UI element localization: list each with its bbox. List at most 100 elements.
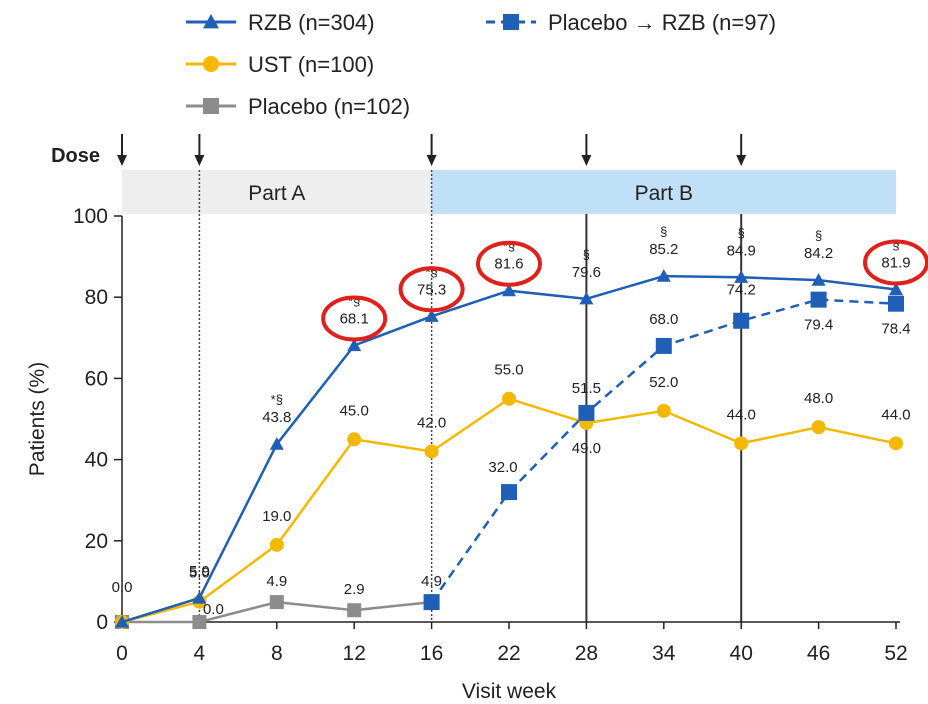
data-point-ust-n-100 bbox=[889, 436, 903, 451]
significance-mark: § bbox=[815, 228, 822, 243]
data-label: 32.0 bbox=[488, 459, 517, 476]
data-label: 81.6 bbox=[494, 256, 523, 273]
data-label: 48.0 bbox=[804, 390, 833, 407]
data-label: 5.0 bbox=[189, 565, 210, 582]
data-point-placebo-rzb-n-97 bbox=[888, 295, 904, 312]
data-label: 85.2 bbox=[649, 241, 678, 258]
data-label: 4.9 bbox=[421, 573, 442, 590]
x-tick-label: 4 bbox=[194, 642, 206, 665]
data-label: 42.0 bbox=[417, 414, 446, 431]
highlight-circle bbox=[863, 239, 928, 286]
data-label: 2.9 bbox=[344, 581, 365, 598]
axes: 0 20 40 60 80 100 0 4 8 12 16 22 28 34 40 46 52 Visit wee… bbox=[26, 205, 908, 703]
data-label: 79.6 bbox=[572, 264, 601, 281]
part-bands: Part A Part B bbox=[122, 170, 896, 214]
data-label: 84.2 bbox=[804, 245, 833, 262]
significance-mark: § bbox=[583, 247, 590, 262]
data-point-placebo-rzb-n-97 bbox=[810, 291, 827, 308]
x-tick-label: 34 bbox=[652, 642, 676, 665]
data-label: 4.9 bbox=[266, 573, 287, 590]
legend-label: Placebo (n=102) bbox=[248, 94, 410, 119]
legend: RZB (n=304) Placebo → RZB (n=97) UST (n=10… bbox=[186, 10, 776, 119]
data-point-rzb-n-304 bbox=[115, 615, 129, 628]
y-tick-label: 20 bbox=[85, 530, 108, 553]
data-point-ust-n-100 bbox=[502, 391, 516, 406]
highlight-circle bbox=[476, 240, 542, 287]
data-point-placebo-rzb-n-97 bbox=[733, 312, 750, 329]
significance-mark: *§ bbox=[271, 392, 283, 407]
data-point-ust-n-100 bbox=[656, 403, 671, 418]
data-point-ust-n-100 bbox=[424, 444, 439, 459]
data-point-rzb-n-304 bbox=[889, 282, 903, 296]
data-point-placebo-n-102 bbox=[269, 595, 284, 610]
dose-title: Dose bbox=[51, 145, 100, 167]
dose-markers: Dose bbox=[51, 134, 747, 167]
data-point-placebo-rzb-n-97 bbox=[655, 337, 672, 354]
x-tick-label: 46 bbox=[807, 642, 830, 665]
y-tick-label: 60 bbox=[85, 367, 108, 390]
data-label: 75.3 bbox=[417, 281, 446, 298]
data-point-rzb-n-304 bbox=[347, 338, 362, 352]
x-axis-title: Visit week bbox=[462, 680, 557, 703]
y-tick-label: 40 bbox=[85, 449, 108, 472]
data-point-rzb-n-304 bbox=[811, 273, 826, 286]
legend-marker bbox=[503, 14, 519, 30]
part-label-2: Part B bbox=[635, 182, 693, 205]
highlight-circles bbox=[321, 239, 928, 342]
dose-arrow-head bbox=[426, 155, 437, 166]
data-label: 44.0 bbox=[881, 406, 910, 423]
y-tick-label: 0 bbox=[96, 611, 108, 634]
data-point-rzb-n-304 bbox=[734, 270, 749, 283]
data-label: 0.0 bbox=[112, 579, 133, 596]
x-tick-label: 52 bbox=[884, 642, 907, 665]
data-point-ust-n-100 bbox=[734, 436, 749, 451]
data-point-placebo-rzb-n-97 bbox=[423, 594, 440, 611]
data-point-ust-n-100 bbox=[811, 420, 826, 435]
x-tick-label: 28 bbox=[575, 642, 598, 665]
series-line-rzb-n-304 bbox=[121, 274, 897, 624]
part-band-2 bbox=[431, 170, 896, 214]
legend-label: Placebo → RZB (n=97) bbox=[548, 10, 776, 35]
significance-mark: § bbox=[660, 224, 667, 239]
data-labels: 0.05.943.8*§68.1*§75.3*§ 81.6*§79.6§ 85.2§… bbox=[112, 224, 911, 618]
x-tick-label: 22 bbox=[497, 642, 520, 665]
data-label: 43.8 bbox=[262, 409, 291, 426]
data-point-placebo-n-102 bbox=[347, 603, 362, 618]
significance-mark: § bbox=[892, 237, 899, 252]
data-label: 78.4 bbox=[881, 321, 910, 338]
legend-label: RZB (n=304) bbox=[248, 10, 375, 35]
data-point-ust-n-100 bbox=[347, 432, 362, 447]
data-label: 19.0 bbox=[262, 508, 291, 525]
dose-arrow-head bbox=[194, 155, 205, 166]
data-label: 74.2 bbox=[727, 282, 756, 299]
part-label-1: Part A bbox=[248, 182, 305, 205]
dose-arrow-head bbox=[736, 155, 747, 166]
significance-mark: § bbox=[738, 225, 745, 240]
x-tick-label: 0 bbox=[116, 642, 128, 665]
data-point-rzb-n-304 bbox=[192, 591, 207, 604]
legend-label: UST (n=100) bbox=[248, 52, 374, 77]
data-point-placebo-rzb-n-97 bbox=[578, 404, 595, 421]
x-tick-label: 16 bbox=[420, 642, 443, 665]
dose-arrow-head bbox=[117, 155, 127, 166]
data-label: 79.4 bbox=[804, 317, 833, 334]
x-tick-label: 40 bbox=[730, 642, 753, 665]
data-label: 81.9 bbox=[881, 254, 910, 271]
data-point-rzb-n-304 bbox=[424, 309, 439, 322]
highlight-circle bbox=[321, 295, 388, 342]
data-label: 5.9 bbox=[189, 563, 210, 580]
data-label: 68.0 bbox=[649, 311, 678, 328]
data-label: 68.1 bbox=[340, 311, 369, 328]
series-line-ust-n-100 bbox=[121, 397, 897, 624]
highlight-circle bbox=[398, 266, 465, 313]
data-label: 49.0 bbox=[572, 440, 601, 457]
data-label: 51.5 bbox=[572, 380, 601, 397]
x-tick-label: 8 bbox=[271, 642, 283, 665]
data-label: 44.0 bbox=[727, 406, 756, 423]
data-point-rzb-n-304 bbox=[502, 283, 516, 297]
y-axis-title: Patients (%) bbox=[26, 362, 49, 476]
data-label: 55.0 bbox=[494, 362, 523, 379]
x-tick-label: 12 bbox=[343, 642, 366, 665]
data-point-rzb-n-304 bbox=[656, 269, 671, 282]
data-point-placebo-rzb-n-97 bbox=[501, 484, 517, 501]
